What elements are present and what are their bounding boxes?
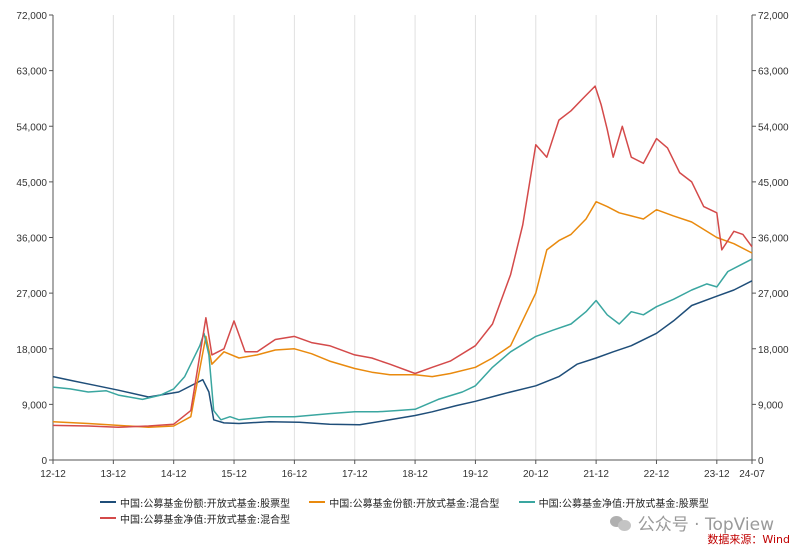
legend-label: 中国:公募基金净值:开放式基金:股票型 <box>538 498 709 510</box>
legend-swatch <box>309 501 326 503</box>
x-axis-labels: 12-12 13-12 14-12 15-12 16-12 17-12 18-12 19-12… <box>40 469 765 480</box>
y-tick-label-left: 18,000 <box>16 345 47 356</box>
y-tick-label-right: 27,000 <box>758 289 789 300</box>
legend-label: 中国:公募基金份额:开放式基金:混合型 <box>329 498 500 510</box>
y-tick-label-left: 54,000 <box>16 122 47 133</box>
legend-swatch <box>518 501 535 503</box>
x-tick-label: 24-07 <box>739 469 765 480</box>
watermark-text: 公众号 · TopView <box>637 515 774 535</box>
legend-label: 中国:公募基金净值:开放式基金:混合型 <box>120 514 291 526</box>
y-tick-label-left: 36,000 <box>16 234 47 245</box>
legend: 中国:公募基金份额:开放式基金:股票型 中国:公募基金份额:开放式基金:混合型 … <box>100 494 740 526</box>
data-source-note: 数据来源：Wind <box>707 533 790 546</box>
legend-label: 中国:公募基金份额:开放式基金:股票型 <box>120 498 291 510</box>
y-tick-label-left: 45,000 <box>16 178 47 189</box>
y-tick-label-left: 72,000 <box>16 11 47 22</box>
y-tick-label-right: 36,000 <box>758 234 789 245</box>
series-lines <box>52 85 753 428</box>
series-line-1 <box>52 200 753 428</box>
y-tick-label-left: 27,000 <box>16 289 47 300</box>
axes <box>49 14 756 464</box>
y-tick-label-left: 9,000 <box>22 400 47 411</box>
x-tick-label: 19-12 <box>463 469 489 480</box>
line-chart: 0 9,000 18,000 27,000 36,000 45,000 54,000 63,0… <box>16 11 789 480</box>
vertical-gridlines <box>52 15 753 460</box>
legend-item-stock-shares[interactable]: 中国:公募基金份额:开放式基金:股票型 <box>100 494 290 510</box>
y-tick-label-left: 63,000 <box>16 67 47 78</box>
y-axis-right-labels: 0 9,000 18,000 27,000 36,000 45,000 54,000 63,0… <box>758 11 789 467</box>
x-tick-label: 16-12 <box>282 469 308 480</box>
legend-swatch <box>100 517 116 519</box>
x-tick-label: 23-12 <box>704 469 730 480</box>
x-tick-label: 21-12 <box>583 469 609 480</box>
watermark: 公众号 · TopView <box>609 510 774 535</box>
legend-item-stock-nav[interactable]: 中国:公募基金净值:开放式基金:股票型 <box>518 494 709 510</box>
y-tick-label-right: 72,000 <box>758 11 789 22</box>
series-line-0 <box>52 280 753 426</box>
x-tick-label: 15-12 <box>221 469 247 480</box>
y-tick-label-right: 63,000 <box>758 67 789 78</box>
y-tick-label-right: 9,000 <box>758 400 783 411</box>
legend-item-hybrid-shares[interactable]: 中国:公募基金份额:开放式基金:混合型 <box>309 494 499 510</box>
wechat-icon <box>609 515 632 531</box>
legend-item-hybrid-nav[interactable]: 中国:公募基金净值:开放式基金:混合型 <box>100 510 290 526</box>
x-tick-label: 12-12 <box>40 469 66 480</box>
y-tick-label-right: 18,000 <box>758 345 789 356</box>
legend-swatch <box>100 501 116 503</box>
x-tick-label: 17-12 <box>342 469 368 480</box>
y-tick-label-right: 54,000 <box>758 122 789 133</box>
y-tick-label-left: 0 <box>41 456 47 467</box>
x-tick-label: 20-12 <box>523 469 549 480</box>
y-tick-label-right: 0 <box>758 456 764 467</box>
y-tick-label-right: 45,000 <box>758 178 789 189</box>
x-tick-label: 22-12 <box>644 469 670 480</box>
y-axis-left-labels: 0 9,000 18,000 27,000 36,000 45,000 54,000 63,0… <box>16 11 47 467</box>
x-tick-label: 18-12 <box>402 469 428 480</box>
series-line-2 <box>52 258 753 421</box>
series-line-3 <box>52 85 753 428</box>
x-tick-label: 13-12 <box>101 469 127 480</box>
x-tick-label: 14-12 <box>161 469 187 480</box>
